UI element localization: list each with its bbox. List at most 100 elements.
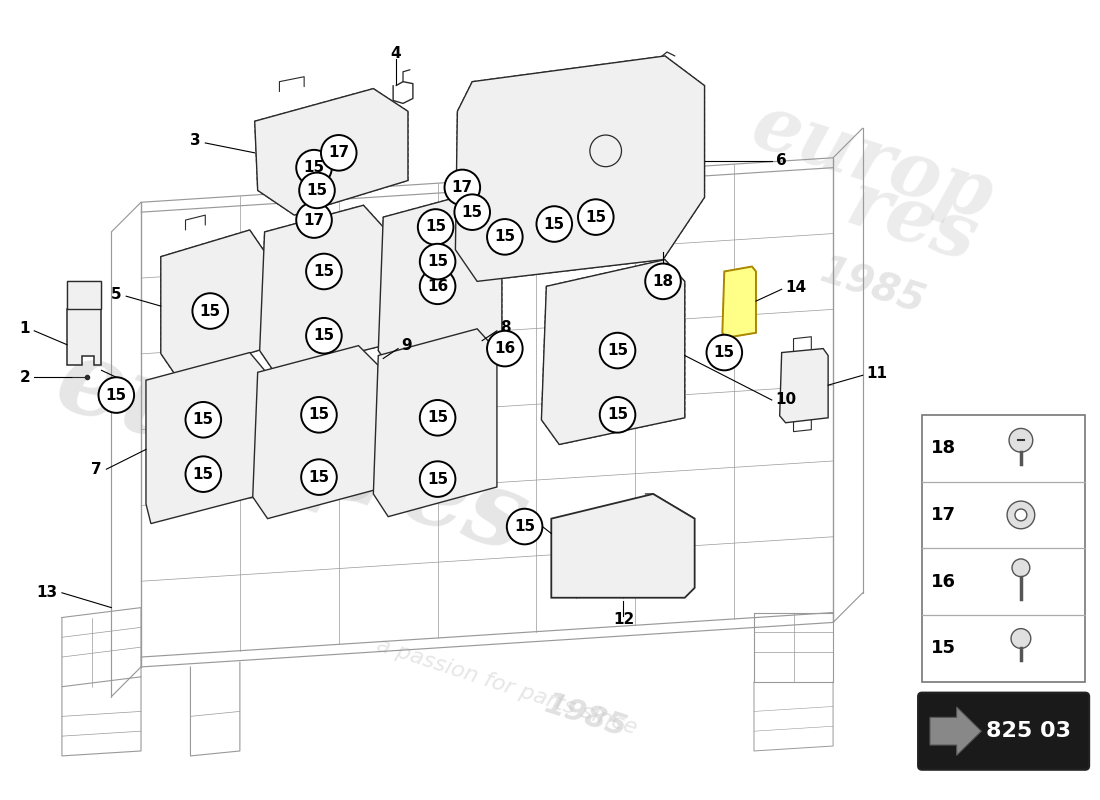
Circle shape	[186, 456, 221, 492]
Circle shape	[301, 459, 337, 495]
Circle shape	[706, 334, 743, 370]
Polygon shape	[541, 260, 685, 445]
Polygon shape	[930, 707, 981, 755]
Circle shape	[192, 294, 228, 329]
Text: 2: 2	[20, 370, 31, 385]
Text: 15: 15	[462, 205, 483, 220]
Circle shape	[1015, 509, 1026, 521]
Text: 9: 9	[402, 338, 411, 353]
Text: 15: 15	[427, 410, 448, 426]
Text: 16: 16	[427, 279, 448, 294]
Polygon shape	[161, 230, 265, 375]
Polygon shape	[253, 346, 378, 518]
Circle shape	[444, 170, 480, 206]
Text: 18: 18	[652, 274, 673, 289]
Circle shape	[537, 206, 572, 242]
Circle shape	[487, 330, 522, 366]
Circle shape	[321, 135, 356, 170]
Text: 15: 15	[308, 407, 330, 422]
Circle shape	[454, 194, 490, 230]
Circle shape	[1012, 559, 1030, 577]
Text: 15: 15	[425, 219, 447, 234]
Text: 15: 15	[308, 470, 330, 485]
Circle shape	[420, 462, 455, 497]
Text: 15: 15	[106, 387, 127, 402]
Polygon shape	[260, 206, 383, 372]
Text: 11: 11	[867, 366, 888, 381]
Text: a passion for parts since: a passion for parts since	[374, 635, 639, 738]
Polygon shape	[780, 349, 828, 422]
Circle shape	[646, 263, 681, 299]
Text: 4: 4	[390, 46, 402, 62]
Text: 15: 15	[585, 210, 606, 225]
Circle shape	[186, 402, 221, 438]
Text: 16: 16	[494, 341, 516, 356]
Text: 17: 17	[304, 213, 324, 227]
Text: 15: 15	[192, 412, 213, 427]
Circle shape	[296, 150, 332, 186]
Polygon shape	[67, 282, 101, 309]
Circle shape	[1011, 629, 1031, 648]
Text: 13: 13	[36, 586, 57, 600]
Text: 15: 15	[543, 217, 564, 231]
Circle shape	[600, 333, 636, 368]
Polygon shape	[67, 309, 101, 366]
Text: 15: 15	[304, 160, 324, 175]
Text: 15: 15	[427, 254, 448, 269]
Circle shape	[420, 244, 455, 279]
Circle shape	[99, 378, 134, 413]
Text: 15: 15	[607, 343, 628, 358]
Text: 6: 6	[776, 154, 786, 168]
Text: 17: 17	[932, 506, 956, 524]
Text: 15: 15	[314, 264, 334, 279]
Text: europ: europ	[43, 329, 397, 530]
Circle shape	[1008, 501, 1035, 529]
Circle shape	[420, 400, 455, 435]
Text: 15: 15	[932, 639, 956, 658]
Circle shape	[418, 209, 453, 245]
Text: 825 03: 825 03	[986, 721, 1070, 741]
Circle shape	[487, 219, 522, 254]
Text: 15: 15	[427, 471, 448, 486]
Text: 15: 15	[307, 183, 328, 198]
FancyBboxPatch shape	[918, 693, 1089, 770]
Text: res: res	[337, 423, 539, 575]
Text: 15: 15	[200, 303, 221, 318]
Text: 14: 14	[785, 280, 806, 294]
Polygon shape	[723, 266, 756, 338]
Polygon shape	[551, 494, 695, 598]
Text: 15: 15	[714, 345, 735, 360]
Text: 7: 7	[91, 462, 101, 477]
Text: 15: 15	[607, 407, 628, 422]
Text: 1985: 1985	[541, 690, 630, 743]
Circle shape	[306, 254, 342, 290]
Circle shape	[306, 318, 342, 354]
Text: 15: 15	[314, 328, 334, 343]
Circle shape	[296, 202, 332, 238]
Text: 10: 10	[776, 393, 796, 407]
Text: europ: europ	[742, 89, 1002, 236]
Text: 17: 17	[452, 180, 473, 195]
Text: 15: 15	[514, 519, 536, 534]
Circle shape	[299, 173, 334, 208]
FancyBboxPatch shape	[922, 415, 1086, 682]
Text: 12: 12	[613, 612, 634, 627]
Circle shape	[507, 509, 542, 544]
Polygon shape	[255, 89, 408, 215]
Polygon shape	[373, 329, 497, 517]
Text: 15: 15	[494, 230, 516, 244]
Text: 1985: 1985	[815, 251, 930, 321]
Polygon shape	[455, 56, 704, 282]
Circle shape	[600, 397, 636, 433]
Text: 18: 18	[932, 439, 956, 457]
Text: 5: 5	[111, 286, 121, 302]
Text: 3: 3	[189, 134, 200, 149]
Text: 15: 15	[192, 466, 213, 482]
Text: 16: 16	[932, 573, 956, 590]
Text: 8: 8	[499, 320, 510, 335]
Text: res: res	[838, 166, 987, 278]
Circle shape	[1009, 429, 1033, 452]
Polygon shape	[146, 353, 265, 523]
Circle shape	[578, 199, 614, 235]
Text: 17: 17	[328, 146, 350, 160]
